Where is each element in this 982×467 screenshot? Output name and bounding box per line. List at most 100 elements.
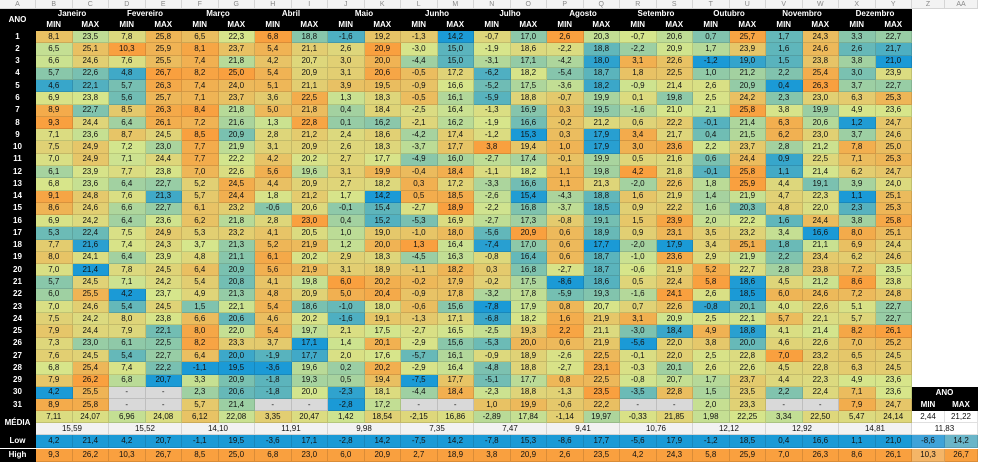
month-header: Setembro <box>620 9 693 20</box>
temp-cell: 22,2 <box>583 399 620 412</box>
temp-cell: 7,0 <box>766 350 803 363</box>
temp-cell: 18,8 <box>510 362 547 375</box>
temp-cell: 5,4 <box>182 276 219 289</box>
temp-cell: 6,3 <box>839 92 876 105</box>
day-label: 3 <box>0 55 36 68</box>
temp-cell: 3,4 <box>620 129 657 142</box>
temp-cell: 18,4 <box>364 104 401 117</box>
low-cell: 17,9 <box>656 435 693 449</box>
temp-cell: 3,9 <box>328 80 365 93</box>
temp-cell: 16,4 <box>437 239 474 252</box>
temp-cell: 24,5 <box>145 129 182 142</box>
temp-cell: 17,3 <box>510 215 547 228</box>
low-cell: -1,1 <box>182 435 219 449</box>
temp-cell: 20,9 <box>291 178 328 191</box>
temp-cell: 5,2 <box>255 239 292 252</box>
temp-cell: 24,4 <box>802 215 839 228</box>
temp-cell: 5,4 <box>255 325 292 338</box>
temp-cell: -3,6 <box>547 80 584 93</box>
temp-cell: 21,0 <box>656 104 693 117</box>
temp-cell: 21,0 <box>875 55 912 68</box>
temp-cell: -0,4 <box>401 165 438 179</box>
temp-cell: 22,7 <box>729 264 766 277</box>
temp-cell: 24,3 <box>802 31 839 44</box>
temp-cell: 9,1 <box>36 190 73 203</box>
temp-cell: -2,2 <box>474 202 511 216</box>
temp-cell: 1,6 <box>766 43 803 56</box>
high-cell: 18,9 <box>437 449 474 463</box>
temp-cell: 6,4 <box>182 350 219 363</box>
temp-cell: 18,2 <box>510 313 547 326</box>
temp-cell: 0,3 <box>401 178 438 191</box>
temp-cell: 21,7 <box>656 129 693 142</box>
temp-cell: 24,5 <box>72 276 109 289</box>
min-label: MIN <box>766 20 803 31</box>
temp-cell: 23,8 <box>145 313 182 326</box>
temp-cell: 22,5 <box>145 337 182 351</box>
temp-cell: 23,5 <box>875 264 912 277</box>
min-label: MIN <box>109 20 146 31</box>
temp-cell: 17,9 <box>583 141 620 154</box>
low-cell: 16,6 <box>802 435 839 449</box>
low-cell: -5,6 <box>620 435 657 449</box>
temp-cell: 25,5 <box>145 55 182 68</box>
temp-cell: -5,4 <box>547 67 584 81</box>
temp-cell: 21,2 <box>729 67 766 81</box>
temp-cell: 5,7 <box>109 80 146 93</box>
day-label: 20 <box>0 264 36 277</box>
temp-cell: 23,2 <box>218 227 255 240</box>
temp-cell: -2,6 <box>547 350 584 363</box>
temp-cell: 23,7 <box>729 374 766 387</box>
day-label: 28 <box>0 362 36 375</box>
temp-cell: -2,6 <box>474 190 511 203</box>
year-title: ANO <box>912 387 978 400</box>
low-label: Low <box>0 435 36 449</box>
temp-cell: 16,4 <box>510 251 547 265</box>
high-cell: 5,8 <box>693 449 730 463</box>
temp-cell: 5,7 <box>182 190 219 203</box>
temp-cell: -1,2 <box>693 55 730 68</box>
temp-cell: 6,9 <box>36 92 73 105</box>
low-cell: 14,2 <box>437 435 474 449</box>
low-cell: 1,1 <box>839 435 876 449</box>
max-label: MAX <box>802 20 839 31</box>
temp-cell: 20,2 <box>364 276 401 289</box>
media-cell: 22,50 <box>802 411 839 424</box>
temp-cell: 23,1 <box>583 362 620 375</box>
temp-cell: 26,2 <box>72 374 109 387</box>
low-cell: -1,2 <box>693 435 730 449</box>
temp-cell: 25,5 <box>72 386 109 400</box>
temp-cell: -2,5 <box>401 104 438 117</box>
temp-cell: -1,8 <box>255 386 292 400</box>
temp-cell: 6,1 <box>36 165 73 179</box>
day-label: 16 <box>0 215 36 228</box>
temp-cell: 17,9 <box>437 276 474 289</box>
temp-cell: 25,8 <box>729 104 766 117</box>
temp-cell: -4,2 <box>401 129 438 142</box>
temp-cell: -3,6 <box>255 362 292 375</box>
temp-cell: 18,5 <box>437 190 474 203</box>
year-label: ANO <box>0 9 36 31</box>
temp-cell: 24,4 <box>875 239 912 252</box>
temp-cell: 20,9 <box>656 313 693 326</box>
temp-cell: 18,6 <box>291 300 328 314</box>
temp-cell: 22,0 <box>656 350 693 363</box>
temp-cell: 17,9 <box>583 129 620 142</box>
temp-cell: 6,6 <box>36 55 73 68</box>
temp-cell: 23,9 <box>875 67 912 81</box>
temp-cell: 24,4 <box>145 153 182 166</box>
temp-cell: 20,7 <box>291 55 328 68</box>
max-label: MAX <box>656 20 693 31</box>
temp-cell: 1,3 <box>328 92 365 105</box>
low-cell: -7,5 <box>401 435 438 449</box>
temp-cell: 22,6 <box>656 178 693 191</box>
temp-cell: 7,0 <box>36 153 73 166</box>
temp-cell: 6,9 <box>839 239 876 252</box>
temp-cell: 6,1 <box>109 337 146 351</box>
temp-cell: - <box>620 399 657 412</box>
average-cell: 9,98 <box>328 423 401 436</box>
temp-cell: 22,4 <box>72 227 109 240</box>
max-label: MAX <box>510 20 547 31</box>
temp-cell: 25,7 <box>729 31 766 44</box>
temp-cell: 3,4 <box>693 239 730 252</box>
